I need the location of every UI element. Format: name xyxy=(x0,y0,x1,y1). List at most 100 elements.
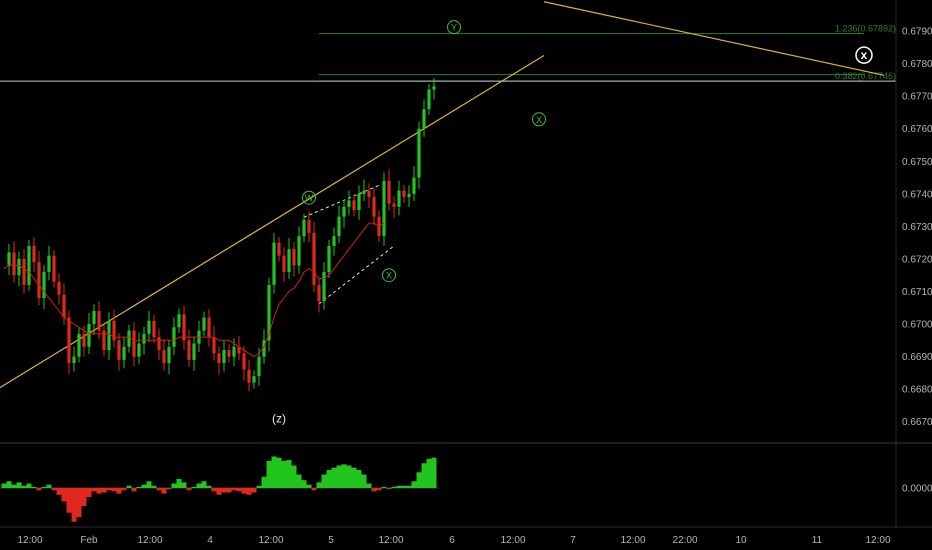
moving-average xyxy=(3,222,385,358)
oscillator-bar xyxy=(251,488,257,493)
wave-label: X xyxy=(386,271,392,281)
oscillator-bar xyxy=(171,483,177,488)
oscillator-bar xyxy=(361,474,367,488)
wave-label: x xyxy=(861,48,868,62)
candle-body xyxy=(37,262,41,299)
time-tick-label: 12:00 xyxy=(258,535,283,546)
candle-body xyxy=(357,193,361,211)
oscillator-bar xyxy=(201,481,207,488)
candle-body xyxy=(397,190,401,207)
candle-body xyxy=(57,281,61,295)
trendline-support xyxy=(0,54,545,389)
wave-label: X xyxy=(536,115,542,125)
oscillator-bar xyxy=(406,485,412,488)
candle-body xyxy=(72,356,76,364)
oscillator-bar xyxy=(206,485,212,488)
candle-body xyxy=(97,311,101,331)
oscillator-bar xyxy=(421,463,427,488)
time-tick-label: Feb xyxy=(80,535,98,546)
candle-body xyxy=(42,271,46,299)
trendlines[interactable] xyxy=(0,1,885,398)
oscillator-bar xyxy=(6,481,12,488)
oscillator-bar xyxy=(116,488,122,494)
candle-body xyxy=(207,317,211,338)
candle-body xyxy=(52,255,56,282)
wave-label: (z) xyxy=(272,411,286,425)
oscillator-bar xyxy=(1,483,7,488)
time-tick-label: 5 xyxy=(328,535,334,546)
wave-label-circle xyxy=(855,46,873,64)
candle-body xyxy=(27,245,31,285)
oscillator-bar xyxy=(411,481,417,488)
oscillator-bar xyxy=(191,486,197,488)
oscillator-bar xyxy=(426,458,432,488)
oscillator-bar xyxy=(161,488,167,494)
oscillator-bar xyxy=(176,479,182,488)
oscillator-bar xyxy=(366,483,372,488)
oscillator-bar xyxy=(396,485,402,488)
oscillator-bar xyxy=(11,484,17,488)
candle-body xyxy=(32,245,36,263)
oscillator-bar xyxy=(46,484,52,488)
candle-body xyxy=(327,245,331,272)
candle-body xyxy=(202,317,206,331)
candle-body xyxy=(432,86,436,90)
oscillator-bar xyxy=(346,465,352,488)
oscillator-bar xyxy=(71,488,77,522)
candle-body xyxy=(187,340,191,360)
wave-label-circle xyxy=(532,112,546,127)
oscillator-bar xyxy=(386,488,392,490)
candle-body xyxy=(222,350,226,364)
wave-label-circle xyxy=(382,268,396,283)
oscillator-bar xyxy=(221,488,227,493)
oscillator-bar xyxy=(316,482,322,488)
candle-body xyxy=(122,346,126,360)
oscillator-pane xyxy=(0,456,439,522)
oscillator-bar xyxy=(341,464,347,488)
candle-body xyxy=(47,255,51,272)
oscillator-bar xyxy=(81,488,87,506)
time-tick-label: 11 xyxy=(812,535,823,546)
candle-body xyxy=(282,255,286,272)
oscillator-bar xyxy=(41,486,47,488)
time-tick-label: 12:00 xyxy=(500,535,525,546)
candle-body xyxy=(62,294,66,318)
fibonacci-levels: 1.236(0.67892) 0.382(0.67746) xyxy=(0,24,896,82)
candle-body xyxy=(157,337,161,351)
candle-body xyxy=(212,337,216,354)
oscillator-bar xyxy=(16,482,22,488)
oscillator-bar xyxy=(76,488,82,518)
candle-body xyxy=(242,353,246,370)
candle-body xyxy=(82,333,86,347)
oscillator-bar xyxy=(186,488,192,491)
oscillator-bar xyxy=(356,470,362,488)
candle-body xyxy=(87,324,91,347)
candle-body xyxy=(392,203,396,207)
candle-body xyxy=(217,353,221,364)
candle-body xyxy=(362,190,366,194)
candle-body xyxy=(7,252,11,266)
price-pane[interactable]: 1.236(0.67892) 0.382(0.67746) W X Y X (z) x xyxy=(0,1,896,426)
candle-body xyxy=(407,193,411,198)
oscillator-bar xyxy=(246,488,252,495)
wave-label-circle xyxy=(447,20,461,35)
candle-body xyxy=(162,350,166,364)
time-axis[interactable]: 12:00 Feb 12:00 4 12:00 5 12:00 6 12:00 7 12:00 22:… xyxy=(0,526,932,546)
oscillator-bar xyxy=(286,459,292,488)
candle-body xyxy=(92,311,96,325)
oscillator-bar xyxy=(136,486,142,488)
oscillator-bar xyxy=(51,488,57,491)
candle-body xyxy=(77,333,81,357)
oscillator-bar xyxy=(226,488,232,493)
candle-body xyxy=(297,236,301,266)
candle-body xyxy=(277,242,281,256)
time-tick-label: 6 xyxy=(449,535,455,546)
candle-body xyxy=(192,343,196,360)
